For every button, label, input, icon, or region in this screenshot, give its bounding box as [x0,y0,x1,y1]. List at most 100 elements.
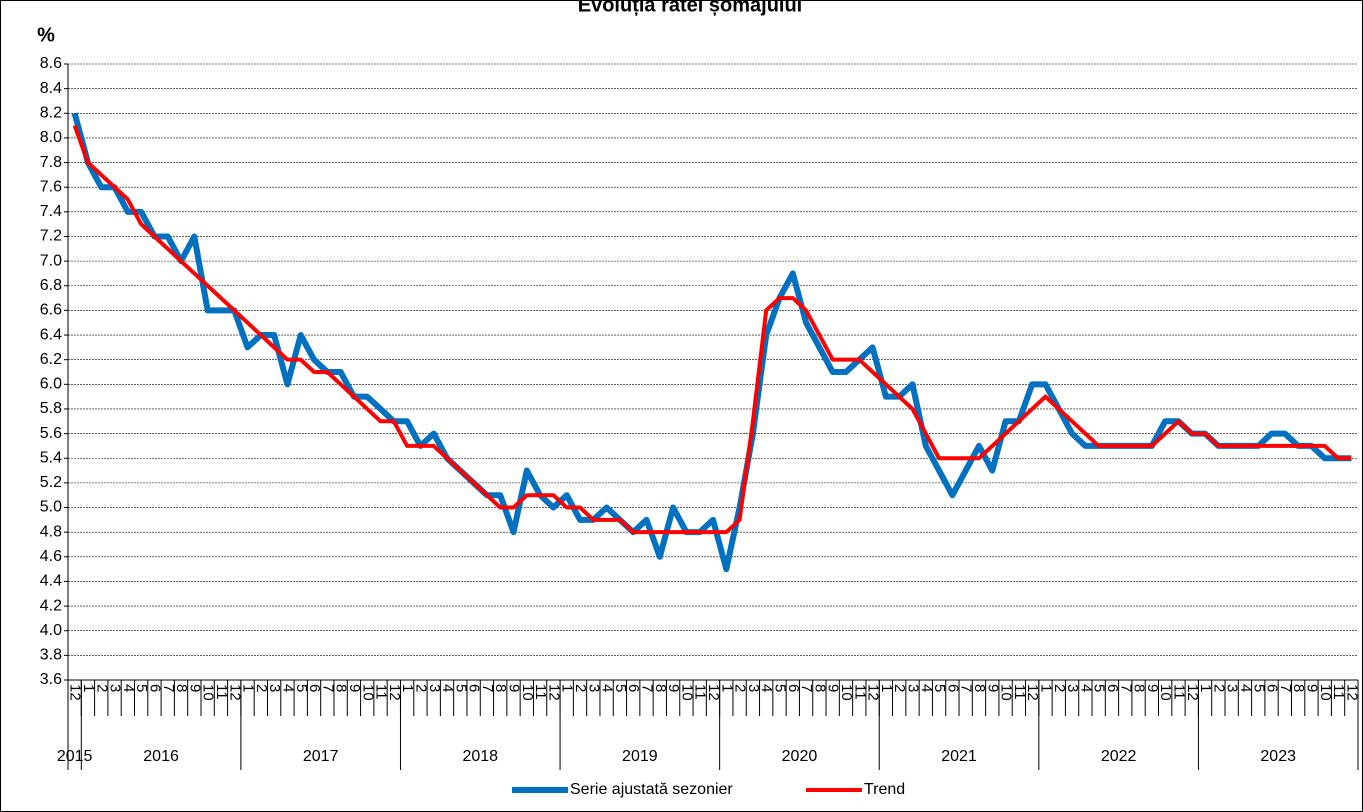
x-tick-label: 7 [958,684,975,692]
x-tick-label: 9 [984,684,1001,692]
x-tick-label: 11 [373,684,390,700]
y-tick-label: 6.2 [40,351,62,368]
x-tick-label: 5 [452,684,469,692]
x-tick-label: 7 [798,684,815,692]
y-tick-label: 7.0 [40,252,62,269]
x-tick-label: 5 [931,684,948,692]
year-label: 2021 [941,748,977,765]
x-tick-label: 7 [319,684,336,692]
x-tick-label: 8 [652,684,669,692]
y-tick-label: 5.6 [40,425,62,442]
x-tick-label: 8 [333,684,350,692]
x-tick-label: 4 [1237,684,1254,692]
y-tick-label: 8.2 [40,104,62,121]
x-tick-label: 12 [705,684,722,701]
x-tick-label: 4 [279,684,296,692]
y-tick-label: 3.8 [40,647,62,664]
x-tick-label: 8 [173,684,190,692]
x-tick-label: 12 [386,684,403,701]
data-line [72,124,1352,535]
y-tick-label: 6.8 [40,277,62,294]
y-tick-label: 7.6 [40,178,62,195]
x-tick-label: 8 [811,684,828,692]
x-tick-label: 3 [1064,684,1081,692]
y-tick-label: 7.8 [40,154,62,171]
x-tick-label: 10 [200,684,217,701]
y-tick-label: 6.0 [40,376,62,393]
x-tick-label: 12 [545,684,562,701]
x-tick-label: 8 [1131,684,1148,692]
year-label: 2019 [622,748,658,765]
x-tick-label: 5 [1091,684,1108,692]
x-tick-label: 11 [1011,684,1028,700]
x-tick-label: 8 [971,684,988,692]
x-tick-label: 12 [1343,684,1360,701]
x-tick-label: 5 [293,684,310,692]
x-tick-label: 1 [1197,684,1214,692]
x-tick-label: 11 [851,684,868,700]
x-tick-label: 6 [944,684,961,692]
x-tick-label: 5 [1250,684,1267,692]
x-tick-label: 6 [146,684,163,692]
x-tick-label: 11 [213,684,230,700]
x-tick-label: 7 [479,684,496,692]
x-tick-label: 2 [891,684,908,692]
x-tick-label: 1 [559,684,576,692]
x-tick-label: 2 [93,684,110,692]
x-tick-label: 3 [426,684,443,692]
x-tick-label: 11 [532,684,549,700]
x-tick-label: 2 [1051,684,1068,692]
y-tick-label: 3.6 [40,671,62,688]
y-tick-label: 7.4 [40,203,62,220]
x-tick-label: 3 [745,684,762,692]
x-tick-label: 2 [253,684,270,692]
x-tick-label: 1 [399,684,416,692]
x-tick-label: 8 [1290,684,1307,692]
x-tick-label: 4 [758,684,775,692]
x-tick-label: 10 [998,684,1015,701]
y-tick-label: 6.4 [40,326,62,343]
x-tick-label: 10 [1157,684,1174,701]
x-tick-label: 7 [639,684,656,692]
y-tick-label: 8.6 [40,55,62,72]
x-tick-label: 3 [107,684,124,692]
x-tick-label: 1 [878,684,895,692]
x-tick-label: 7 [1277,684,1294,692]
year-label: 2022 [1101,748,1137,765]
x-tick-label: 2 [572,684,589,692]
x-tick-label: 11 [692,684,709,700]
x-tick-label: 9 [1144,684,1161,692]
x-tick-label: 4 [1077,684,1094,692]
y-tick-label: 4.8 [40,523,62,540]
x-tick-label: 10 [1317,684,1334,701]
y-tick-label: 5.0 [40,499,62,516]
year-label: 2023 [1260,748,1296,765]
x-tick-label: 4 [439,684,456,692]
year-label: 2020 [782,748,818,765]
x-tick-label: 5 [133,684,150,692]
x-tick-label: 1 [718,684,735,692]
y-tick-label: 4.0 [40,622,62,639]
y-tick-label: 5.4 [40,449,62,466]
y-tick-label: 6.6 [40,302,62,319]
x-tick-label: 6 [1104,684,1121,692]
y-tick-label: 5.8 [40,400,62,417]
x-tick-label: 11 [1170,684,1187,700]
x-tick-label: 9 [186,684,203,692]
y-tick-label: 4.6 [40,548,62,565]
y-axis-label: % [37,24,55,46]
x-tick-label: 9 [665,684,682,692]
x-tick-label: 6 [785,684,802,692]
x-tick-label: 2 [1210,684,1227,692]
x-tick-label: 1 [240,684,257,692]
year-label: 2017 [303,748,339,765]
x-tick-label: 10 [838,684,855,701]
x-tick-label: 6 [625,684,642,692]
y-tick-label: 5.2 [40,474,62,491]
x-tick-label: 3 [266,684,283,692]
x-tick-label: 3 [1224,684,1241,692]
x-tick-label: 10 [678,684,695,701]
legend-label: Serie ajustată sezonier [570,781,733,798]
